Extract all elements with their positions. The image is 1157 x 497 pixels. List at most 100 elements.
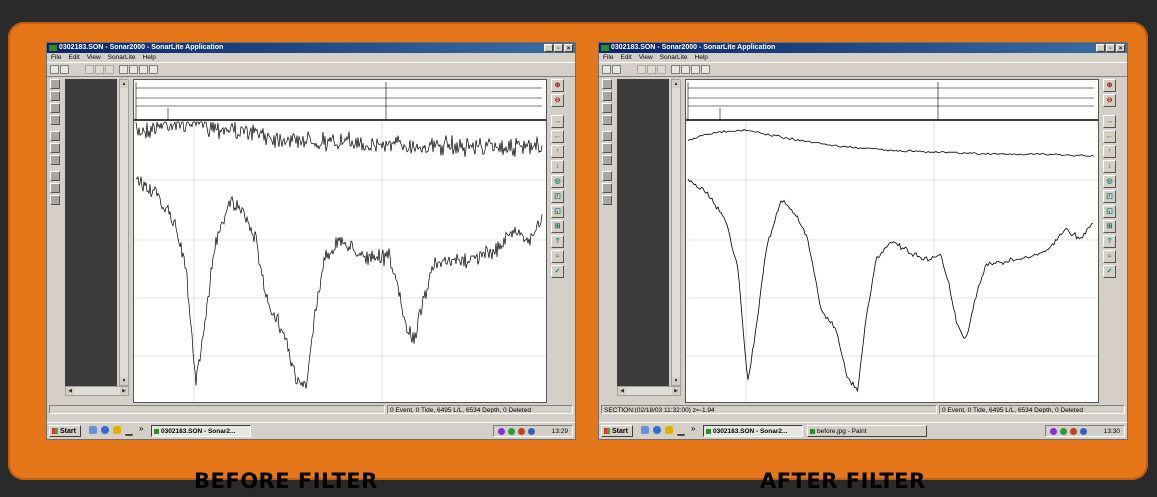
arrow-right-icon[interactable]: → [1103, 115, 1116, 128]
arrow-down-icon[interactable]: ↓ [1103, 160, 1116, 173]
zoom-window-icon[interactable]: ◎ [551, 175, 564, 188]
tool-button[interactable] [602, 195, 612, 205]
minimize-button[interactable]: _ [544, 44, 553, 52]
zoom-box-icon[interactable]: ◱ [551, 205, 564, 218]
menu-help[interactable]: Help [142, 54, 156, 61]
filter-icon[interactable]: ≈ [551, 250, 564, 263]
zoom-in-icon[interactable]: ⊕ [1103, 79, 1116, 92]
desktop-icon[interactable] [89, 426, 97, 434]
task-button[interactable]: 0302183.SON - Sonar2... [703, 425, 803, 437]
copy-icon[interactable] [95, 65, 104, 74]
scroll-left-icon[interactable]: ◀ [618, 387, 626, 395]
scroll-down-icon[interactable]: ▼ [672, 377, 680, 385]
window-icon[interactable] [149, 65, 158, 74]
horizontal-scrollbar[interactable]: ◀ ▶ [617, 386, 681, 396]
chevron-icon[interactable]: » [691, 424, 696, 433]
arrow-up-icon[interactable]: ↑ [1103, 145, 1116, 158]
tool-button[interactable] [602, 115, 612, 125]
tool-button[interactable] [602, 171, 612, 181]
tray-app-icon[interactable] [1070, 428, 1077, 435]
tool-button[interactable] [50, 155, 60, 165]
tool-button[interactable] [50, 143, 60, 153]
tool-button[interactable] [602, 131, 612, 141]
check-icon[interactable]: ✓ [1103, 265, 1116, 278]
tray-network-icon[interactable] [508, 428, 515, 435]
arrow-left-icon[interactable]: ← [1103, 130, 1116, 143]
sonar-plot[interactable] [133, 79, 547, 403]
scroll-down-icon[interactable]: ▼ [120, 377, 128, 385]
zoom-out-icon[interactable]: ⊖ [1103, 94, 1116, 107]
quicklaunch-icon[interactable] [125, 426, 133, 436]
arrow-left-icon[interactable]: ← [551, 130, 564, 143]
print-icon[interactable] [671, 65, 680, 74]
tool-button[interactable] [50, 195, 60, 205]
ie-icon[interactable] [653, 426, 661, 434]
paste-icon[interactable] [105, 65, 114, 74]
tool-button[interactable] [50, 183, 60, 193]
sonar-plot[interactable] [685, 79, 1099, 403]
task-button-paint[interactable]: before.jpg - Paint [807, 425, 927, 437]
outlook-icon[interactable] [665, 426, 673, 434]
outlook-icon[interactable] [113, 426, 121, 434]
maximize-button[interactable]: ▫ [1106, 44, 1115, 52]
tray-shield-icon[interactable] [1050, 428, 1057, 435]
vertical-scrollbar[interactable]: ▲ ▼ [119, 79, 129, 386]
scroll-right-icon[interactable]: ▶ [672, 387, 680, 395]
scroll-up-icon[interactable]: ▲ [672, 80, 680, 88]
cut-icon[interactable] [637, 65, 646, 74]
menu-help[interactable]: Help [694, 54, 708, 61]
copy-icon[interactable] [647, 65, 656, 74]
context-help-icon[interactable] [139, 65, 148, 74]
help-icon[interactable] [681, 65, 690, 74]
menu-view[interactable]: View [638, 54, 653, 61]
zoom-out-icon[interactable]: ⊖ [551, 94, 564, 107]
tool-button[interactable] [50, 131, 60, 141]
zoom-in-icon[interactable]: ⊕ [551, 79, 564, 92]
scroll-left-icon[interactable]: ◀ [66, 387, 74, 395]
horizontal-scrollbar[interactable]: ◀ ▶ [65, 386, 129, 396]
tool-button[interactable] [602, 103, 612, 113]
scroll-up-icon[interactable]: ▲ [120, 80, 128, 88]
tray-shield-icon[interactable] [498, 428, 505, 435]
desktop-icon[interactable] [641, 426, 649, 434]
menu-sonarlite[interactable]: SonarLite [107, 54, 136, 61]
arrow-down-icon[interactable]: ↓ [551, 160, 564, 173]
tray-network-icon[interactable] [1060, 428, 1067, 435]
fit-icon[interactable]: ◰ [1103, 190, 1116, 203]
tool-button[interactable] [602, 183, 612, 193]
menu-edit[interactable]: Edit [68, 54, 80, 61]
tray-sound-icon[interactable] [1080, 428, 1087, 435]
zoom-window-icon[interactable]: ◎ [1103, 175, 1116, 188]
tool-button[interactable] [602, 155, 612, 165]
tool-button[interactable] [602, 143, 612, 153]
vertical-scrollbar[interactable]: ▲ ▼ [671, 79, 681, 386]
tool-button[interactable] [50, 171, 60, 181]
task-button[interactable]: 0302183.SON - Sonar2... [151, 425, 251, 437]
maximize-button[interactable]: ▫ [554, 44, 563, 52]
start-button[interactable]: Start [49, 425, 81, 437]
scroll-right-icon[interactable]: ▶ [120, 387, 128, 395]
zoom-box-icon[interactable]: ◱ [1103, 205, 1116, 218]
menu-sonarlite[interactable]: SonarLite [659, 54, 688, 61]
fit-icon[interactable]: ◰ [551, 190, 564, 203]
arrow-right-icon[interactable]: → [551, 115, 564, 128]
start-button[interactable]: Start [601, 425, 633, 437]
paste-icon[interactable] [657, 65, 666, 74]
tool-button[interactable] [50, 79, 60, 89]
minimize-button[interactable]: _ [1096, 44, 1105, 52]
tool-button[interactable] [602, 91, 612, 101]
record-list-panel[interactable] [65, 79, 117, 386]
tray-sound-icon[interactable] [528, 428, 535, 435]
pan-icon[interactable]: ⊞ [551, 220, 564, 233]
menu-edit[interactable]: Edit [620, 54, 632, 61]
ie-icon[interactable] [101, 426, 109, 434]
menu-file[interactable]: File [51, 54, 62, 61]
filter-icon[interactable]: ≈ [1103, 250, 1116, 263]
arrow-up-icon[interactable]: ↑ [551, 145, 564, 158]
menu-file[interactable]: File [603, 54, 614, 61]
help-icon[interactable]: ? [551, 235, 564, 248]
cut-icon[interactable] [85, 65, 94, 74]
window-icon[interactable] [701, 65, 710, 74]
record-list-panel[interactable] [617, 79, 669, 386]
tray-app-icon[interactable] [518, 428, 525, 435]
